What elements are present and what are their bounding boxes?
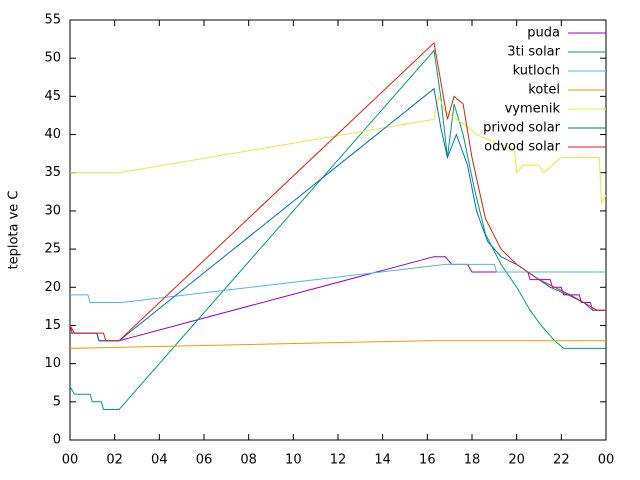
legend-label: odvod solar — [484, 140, 561, 155]
legend-label: privod solar — [483, 121, 561, 136]
x-tick-label: 20 — [508, 453, 525, 468]
y-tick-label: 55 — [44, 13, 61, 28]
legend-label: vymenik — [505, 102, 561, 117]
plot-border — [69, 19, 607, 441]
series-line — [70, 94, 607, 206]
x-tick-label: 18 — [464, 453, 481, 468]
series-line — [70, 263, 606, 303]
legend-label: kotel — [528, 83, 560, 98]
series-line — [69, 49, 606, 410]
y-tick-label: 45 — [44, 89, 61, 104]
legend-label: puda — [527, 26, 560, 41]
x-tick-label: 22 — [553, 453, 570, 468]
y-tick-label: 15 — [44, 318, 61, 333]
y-axis-label: teplota ve C — [7, 190, 22, 269]
legend-label: 3ti solar — [507, 45, 560, 60]
y-tick-label: 40 — [44, 127, 61, 142]
x-tick-label: 06 — [196, 453, 213, 468]
y-tick-label: 25 — [44, 242, 61, 257]
y-tick-label: 35 — [44, 165, 61, 180]
x-tick-label: 08 — [240, 453, 257, 468]
x-tick-label: 02 — [106, 453, 123, 468]
x-tick-label: 04 — [151, 453, 168, 468]
y-tick-label: 20 — [44, 280, 61, 295]
series-line — [69, 340, 606, 349]
legend-label: kutloch — [513, 64, 560, 79]
series-line — [69, 41, 606, 342]
x-tick-label: 16 — [419, 453, 436, 468]
y-tick-label: 50 — [44, 51, 61, 66]
series-line — [70, 87, 606, 342]
y-tick-label: 30 — [44, 203, 61, 218]
x-tick-label: 00 — [598, 453, 615, 468]
y-tick-label: 0 — [53, 433, 61, 448]
y-tick-label: 10 — [44, 356, 61, 371]
x-tick-label: 00 — [62, 453, 79, 468]
x-tick-label: 12 — [330, 453, 347, 468]
y-tick-label: 5 — [53, 394, 61, 409]
x-tick-label: 10 — [285, 453, 302, 468]
x-tick-label: 14 — [374, 453, 391, 468]
